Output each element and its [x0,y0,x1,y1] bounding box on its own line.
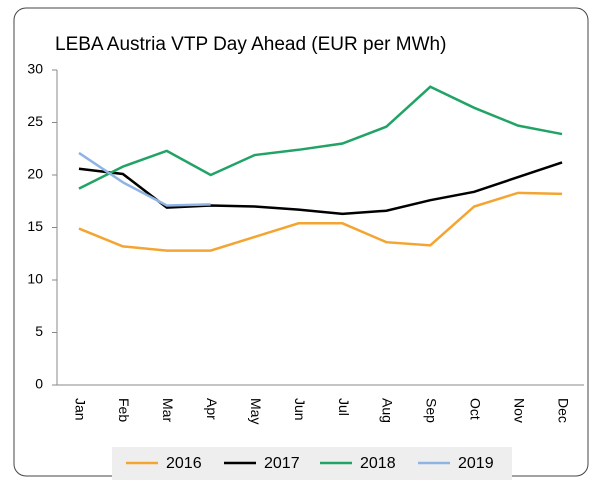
chart-title: LEBA Austria VTP Day Ahead (EUR per MWh) [55,34,446,55]
legend-label: 2017 [264,455,300,472]
x-tick-label: Jun [292,398,308,421]
y-tick-label: 5 [35,323,43,339]
y-tick-label: 10 [27,271,43,287]
x-tick-label: May [248,398,264,424]
y-tick-label: 20 [27,166,43,182]
x-tick-label: Aug [380,398,396,423]
legend-label: 2016 [166,455,202,472]
y-tick-label: 0 [35,376,43,392]
x-tick-label: Oct [468,398,484,420]
x-tick-label: Feb [116,398,132,422]
x-tick-label: Jan [72,398,88,421]
line-series [78,151,211,207]
legend-label: 2019 [458,455,494,472]
line-series [78,191,563,252]
x-tick-label: Nov [511,398,527,423]
y-tick-label: 15 [27,218,43,234]
x-tick-label: Apr [204,398,220,420]
y-tick-label: 25 [27,113,43,129]
x-tick-label: Mar [160,398,176,422]
y-tick-label: 30 [27,61,43,77]
x-tick-label: Sep [424,398,440,423]
x-tick-label: Dec [555,398,571,423]
x-tick-label: Jul [336,398,352,416]
line-series [78,85,563,190]
legend-label: 2018 [360,455,396,472]
